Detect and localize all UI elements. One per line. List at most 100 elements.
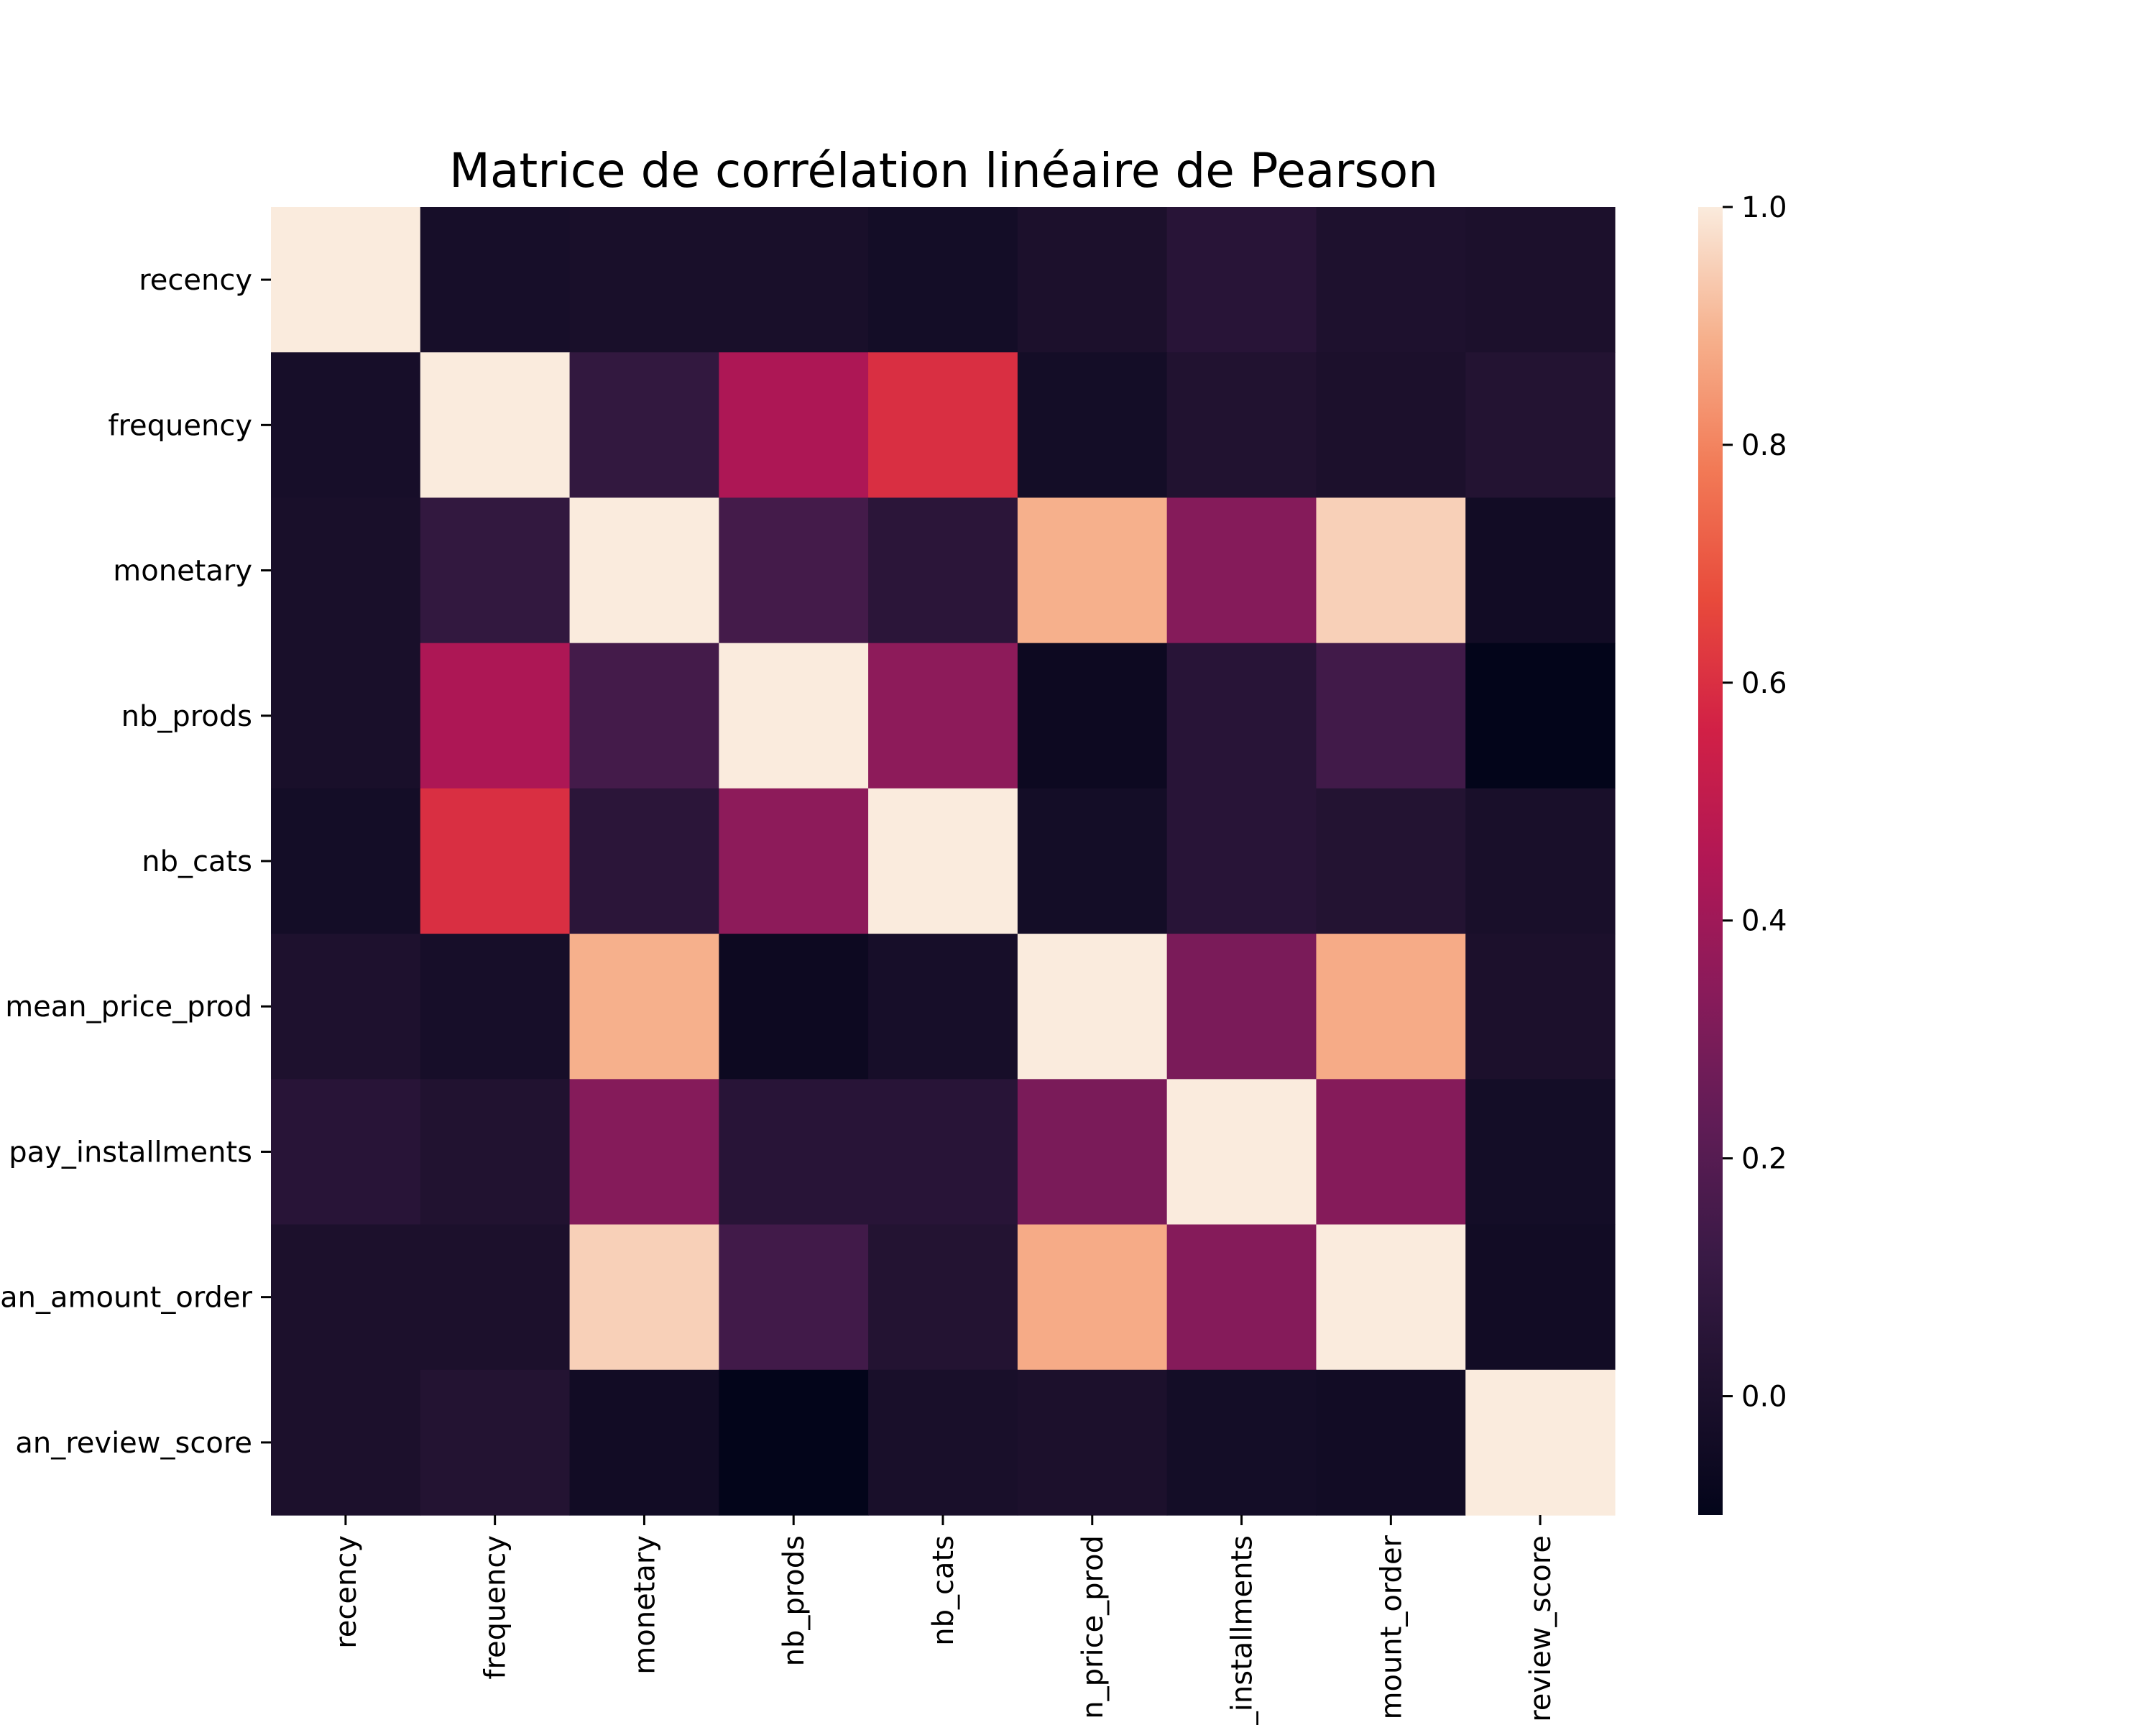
- heatmap-cell-recency-mean_amount_order: [1316, 207, 1466, 353]
- heatmap-cell-nb_prods-mean_amount_order: [1316, 643, 1466, 789]
- colorbar-tick-label: 1.0: [1741, 191, 1787, 224]
- x-axis: recency frequency monetary nb_prods nb_cats n…: [330, 1515, 1557, 1725]
- colorbar-tick-label: 0.0: [1741, 1381, 1787, 1414]
- heatmap-cell-mean_price_prod-mean_review_score: [1465, 934, 1616, 1080]
- heatmap-cell-mean_amount_order-mean_amount_order: [1316, 1224, 1466, 1371]
- heatmap-cell-recency-nb_prods: [719, 207, 869, 353]
- heatmap-cell-mean_review_score-nb_prods: [719, 1369, 869, 1516]
- heatmap-cell-mean_review_score-mean_review_score: [1465, 1369, 1616, 1516]
- heatmap-cell-nb_cats-mean_amount_order: [1316, 788, 1466, 934]
- heatmap-cell-monetary-recency: [271, 497, 421, 644]
- heatmap-cell-recency-mean_price_prod: [1017, 207, 1168, 353]
- heatmap-cell-monetary-nb_cats: [868, 497, 1018, 644]
- colorbar-tick-label: 0.4: [1741, 905, 1787, 938]
- y-axis: recency frequency monetary nb_prods nb_catsm…: [0, 264, 271, 1460]
- heatmap-cell-monetary-mean_review_score: [1465, 497, 1616, 644]
- heatmap-cell-mean_amount_order-nb_cats: [868, 1224, 1018, 1371]
- heatmap-cell-recency-mean_review_score: [1465, 207, 1616, 353]
- y-tick-label: an_review_score: [15, 1427, 252, 1460]
- colorbar-tick-label: 0.2: [1741, 1143, 1787, 1176]
- heatmap-cell-recency-monetary: [569, 207, 719, 353]
- x-tick-label: review_score: [1524, 1535, 1557, 1722]
- heatmap-cell-mean_price_prod-mean_amount_order: [1316, 934, 1466, 1080]
- heatmap-cell-monetary-monetary: [569, 497, 719, 644]
- heatmap-cells: [271, 207, 1616, 1516]
- heatmap-cell-nb_prods-nb_cats: [868, 643, 1018, 789]
- colorbar: 0.0 0.2 0.4 0.6 0.8 1.0: [1698, 191, 1787, 1515]
- y-tick-label: nb_prods: [121, 700, 252, 733]
- heatmap-cell-frequency-mean_review_score: [1465, 352, 1616, 499]
- heatmap-cell-mean_review_score-nb_cats: [868, 1369, 1018, 1516]
- heatmap-cell-mean_pay_installments-mean_amount_order: [1316, 1079, 1466, 1225]
- x-tick-label: n_price_prod: [1077, 1535, 1110, 1719]
- heatmap-cell-monetary-mean_pay_installments: [1166, 497, 1317, 644]
- heatmap-cell-mean_pay_installments-mean_pay_installments: [1166, 1079, 1317, 1225]
- heatmap-cell-recency-mean_pay_installments: [1166, 207, 1317, 353]
- heatmap-cell-recency-frequency: [420, 207, 571, 353]
- heatmap-cell-monetary-mean_amount_order: [1316, 497, 1466, 644]
- heatmap-cell-mean_pay_installments-mean_price_prod: [1017, 1079, 1168, 1225]
- heatmap-cell-recency-nb_cats: [868, 207, 1018, 353]
- heatmap-cell-frequency-monetary: [569, 352, 719, 499]
- y-tick-label: mean_price_prod: [5, 990, 252, 1024]
- heatmap-cell-nb_prods-frequency: [420, 643, 571, 789]
- heatmap-cell-nb_prods-mean_pay_installments: [1166, 643, 1317, 789]
- heatmap-cell-frequency-frequency: [420, 352, 571, 499]
- heatmap-cell-frequency-mean_pay_installments: [1166, 352, 1317, 499]
- heatmap-cell-mean_price_prod-recency: [271, 934, 421, 1080]
- y-tick-label: frequency: [108, 409, 252, 442]
- heatmap-cell-nb_cats-recency: [271, 788, 421, 934]
- heatmap-cell-frequency-mean_price_prod: [1017, 352, 1168, 499]
- heatmap-cell-mean_price_prod-monetary: [569, 934, 719, 1080]
- heatmap-cell-mean_price_prod-mean_price_prod: [1017, 934, 1168, 1080]
- heatmap-cell-frequency-recency: [271, 352, 421, 499]
- heatmap-cell-nb_prods-monetary: [569, 643, 719, 789]
- x-tick-label: _installments: [1226, 1535, 1259, 1725]
- colorbar-gradient: [1698, 207, 1723, 1515]
- heatmap-cell-nb_cats-mean_price_prod: [1017, 788, 1168, 934]
- heatmap-cell-mean_amount_order-mean_price_prod: [1017, 1224, 1168, 1371]
- heatmap-cell-nb_cats-nb_prods: [719, 788, 869, 934]
- y-tick-label: nb_cats: [142, 845, 252, 878]
- y-tick-label: an_amount_order: [0, 1282, 252, 1315]
- y-tick-label: recency: [139, 264, 252, 297]
- heatmap-cell-mean_pay_installments-monetary: [569, 1079, 719, 1225]
- y-tick-label: monetary: [113, 555, 252, 588]
- heatmap-cell-mean_amount_order-monetary: [569, 1224, 719, 1371]
- heatmap-cell-nb_prods-mean_price_prod: [1017, 643, 1168, 789]
- heatmap-cell-mean_amount_order-mean_pay_installments: [1166, 1224, 1317, 1371]
- heatmap-cell-nb_cats-nb_cats: [868, 788, 1018, 934]
- heatmap-cell-nb_cats-mean_review_score: [1465, 788, 1616, 934]
- x-tick-label: frequency: [479, 1535, 512, 1680]
- x-tick-label: recency: [330, 1535, 363, 1649]
- heatmap-cell-mean_amount_order-recency: [271, 1224, 421, 1371]
- x-tick-label: nb_cats: [927, 1535, 960, 1646]
- chart-title: Matrice de corrélation linéaire de Pears…: [449, 143, 1438, 198]
- heatmap-cell-frequency-nb_prods: [719, 352, 869, 499]
- heatmap-cell-mean_price_prod-mean_pay_installments: [1166, 934, 1317, 1080]
- heatmap-cell-mean_pay_installments-nb_prods: [719, 1079, 869, 1225]
- heatmap-cell-mean_amount_order-mean_review_score: [1465, 1224, 1616, 1371]
- heatmap-cell-mean_review_score-mean_price_prod: [1017, 1369, 1168, 1516]
- heatmap-cell-mean_pay_installments-frequency: [420, 1079, 571, 1225]
- heatmap-cell-nb_prods-nb_prods: [719, 643, 869, 789]
- x-tick-label: mount_order: [1375, 1535, 1408, 1719]
- heatmap-cell-mean_price_prod-nb_prods: [719, 934, 869, 1080]
- x-tick-label: monetary: [628, 1535, 661, 1675]
- colorbar-tick-label: 0.6: [1741, 667, 1787, 700]
- heatmap-cell-nb_prods-mean_review_score: [1465, 643, 1616, 789]
- heatmap-cell-mean_review_score-recency: [271, 1369, 421, 1516]
- heatmap-cell-mean_price_prod-frequency: [420, 934, 571, 1080]
- heatmap-cell-nb_cats-monetary: [569, 788, 719, 934]
- heatmap-cell-mean_review_score-mean_amount_order: [1316, 1369, 1466, 1516]
- heatmap-cell-recency-recency: [271, 207, 421, 353]
- heatmap-cell-mean_review_score-frequency: [420, 1369, 571, 1516]
- heatmap-cell-mean_pay_installments-nb_cats: [868, 1079, 1018, 1225]
- heatmap-cell-monetary-frequency: [420, 497, 571, 644]
- heatmap-cell-mean_pay_installments-mean_review_score: [1465, 1079, 1616, 1225]
- heatmap-cell-mean_amount_order-nb_prods: [719, 1224, 869, 1371]
- x-tick-label: nb_prods: [778, 1535, 811, 1666]
- heatmap-cell-frequency-mean_amount_order: [1316, 352, 1466, 499]
- heatmap-cell-mean_price_prod-nb_cats: [868, 934, 1018, 1080]
